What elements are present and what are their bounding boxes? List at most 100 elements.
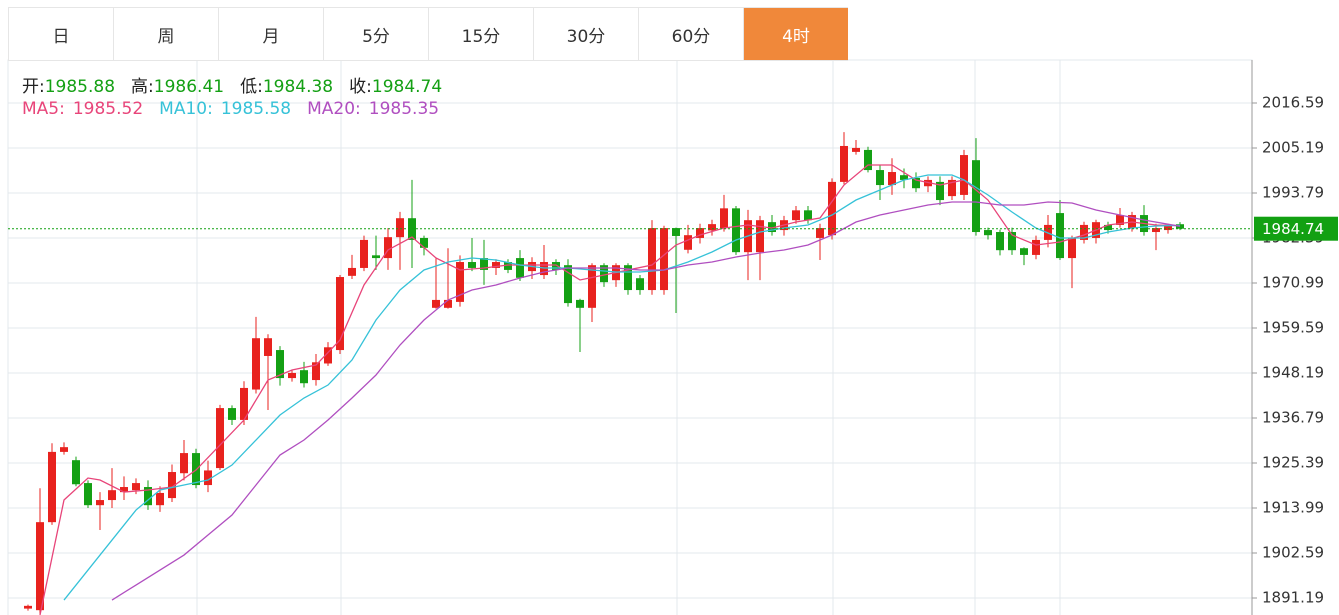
candle-body: [564, 265, 572, 304]
quote-value: 1984.38: [262, 77, 334, 97]
y-tick-label: 1925.39: [1262, 453, 1324, 471]
candle-body: [708, 224, 716, 231]
candle-body: [936, 181, 944, 201]
y-tick-label: 2016.59: [1262, 93, 1324, 111]
candle-body: [396, 218, 404, 238]
y-tick-label: 1913.99: [1262, 498, 1324, 516]
candle-body: [132, 483, 140, 491]
date-separators: [196, 60, 1061, 615]
candle-body: [552, 262, 560, 270]
candle-body: [384, 237, 392, 259]
period-tab[interactable]: 月: [218, 7, 323, 61]
candle-body: [672, 228, 680, 236]
ma-line: [39, 164, 1181, 615]
candle-body: [816, 228, 824, 238]
candle-body: [864, 149, 872, 171]
candle-body: [60, 447, 68, 452]
candle-body: [804, 210, 812, 221]
y-tick-label: 1891.19: [1262, 588, 1324, 606]
candle-body: [300, 370, 308, 384]
period-tab[interactable]: 15分: [428, 7, 533, 61]
candle-body: [24, 605, 32, 609]
candle-body: [240, 387, 248, 420]
period-tab[interactable]: 30分: [533, 7, 638, 61]
period-tab[interactable]: 周: [113, 7, 218, 61]
candle-body: [276, 350, 284, 379]
legend-item: MA20: 1985.35: [307, 99, 439, 119]
quote-value: 1985.88: [44, 77, 116, 97]
legend-value: 1985.58: [220, 99, 292, 119]
candle-body: [1020, 248, 1028, 255]
candle-body: [444, 299, 452, 308]
candle-body: [180, 453, 188, 474]
candle-body: [312, 362, 320, 381]
ma-legend: MA5: 1985.52 MA10: 1985.58 MA20: 1985.35: [22, 99, 455, 119]
candle-body: [192, 453, 200, 486]
candle-body: [660, 228, 668, 291]
period-tab[interactable]: 4时: [743, 7, 848, 61]
candle-body: [96, 500, 104, 506]
candle-body: [456, 262, 464, 302]
candle-body: [624, 265, 632, 291]
candle-body: [792, 210, 800, 221]
y-tick-label: 1959.59: [1262, 318, 1324, 336]
candles: [24, 132, 1184, 615]
period-tab[interactable]: 5分: [323, 7, 428, 61]
legend-item: MA10: 1985.58: [159, 99, 291, 119]
legend-value: 1985.52: [72, 99, 144, 119]
candle-body: [432, 299, 440, 308]
last-price-box: [1254, 216, 1338, 241]
candle-body: [84, 483, 92, 506]
candle-body: [504, 262, 512, 270]
ma-line: [111, 201, 1181, 601]
candle-body: [684, 235, 692, 250]
candle-body: [732, 208, 740, 253]
candle-body: [972, 160, 980, 233]
legend-name: MA20:: [307, 99, 361, 119]
candle-body: [1068, 237, 1076, 259]
candle-body: [1032, 239, 1040, 255]
legend-item: MA5: 1985.52: [22, 99, 143, 119]
candle-body: [840, 145, 848, 182]
candle-body: [516, 258, 524, 278]
period-tabs: 日周月 5分 15分 30分 60分 4时: [8, 7, 848, 61]
quote-label: 高:: [131, 77, 154, 97]
period-tab[interactable]: 60分: [638, 7, 743, 61]
candle-body: [1104, 224, 1112, 231]
period-tab[interactable]: 日: [8, 7, 113, 61]
y-tick-label: 1936.79: [1262, 408, 1324, 426]
candle-body: [576, 299, 584, 308]
candle-body: [288, 372, 296, 379]
candle-body: [600, 265, 608, 283]
candle-body: [960, 155, 968, 195]
candle-body: [984, 230, 992, 236]
candle-body: [1152, 228, 1160, 233]
y-tick-label: 1970.99: [1262, 273, 1324, 291]
candle-body: [1164, 224, 1172, 231]
y-tick-label: 1902.59: [1262, 543, 1324, 561]
candle-body: [216, 408, 224, 469]
candle-body: [144, 487, 152, 506]
candle-body: [228, 408, 236, 420]
legend-name: MA5:: [22, 99, 65, 119]
candle-body: [1080, 224, 1088, 240]
candle-body: [1056, 213, 1064, 259]
candle-body: [888, 172, 896, 186]
candle-body: [828, 181, 836, 236]
candle-body: [480, 258, 488, 270]
candle-body: [348, 267, 356, 276]
candle-body: [1116, 215, 1124, 225]
candle-body: [1176, 224, 1184, 229]
candle-body: [768, 222, 776, 233]
candle-body: [648, 228, 656, 291]
candle-body: [720, 208, 728, 229]
candle-body: [72, 460, 80, 485]
candle-body: [912, 177, 920, 189]
quote-value: 1984.74: [371, 77, 443, 97]
quote-label: 收:: [349, 77, 372, 97]
candle-body: [900, 175, 908, 180]
y-tick-label: 1948.19: [1262, 363, 1324, 381]
candle-body: [156, 492, 164, 506]
